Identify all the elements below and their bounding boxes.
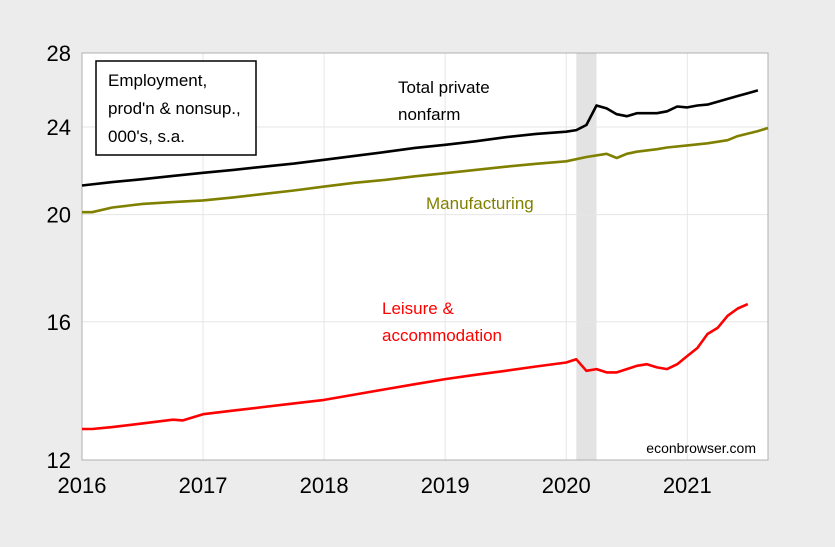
plot-frame bbox=[81, 52, 769, 461]
x-tick-label: 2018 bbox=[300, 473, 349, 498]
y-tick-label: 28 bbox=[47, 41, 71, 66]
legend-line-1: Employment, bbox=[108, 71, 207, 90]
x-tick-label: 2019 bbox=[421, 473, 470, 498]
series-line-manufacturing bbox=[82, 126, 769, 214]
y-tick-label: 16 bbox=[47, 310, 71, 335]
x-tick-label: 2017 bbox=[179, 473, 228, 498]
series-label-manufacturing: Manufacturing bbox=[426, 194, 534, 213]
series-label-leisure-line-2: accommodation bbox=[382, 326, 502, 345]
y-tick-label: 12 bbox=[47, 448, 71, 473]
y-tick-label: 20 bbox=[47, 203, 71, 228]
y-tick-label: 24 bbox=[47, 115, 71, 140]
legend-line-2: prod'n & nonsup., bbox=[108, 99, 241, 118]
series-label-leisure-line-1: Leisure & bbox=[382, 299, 454, 318]
recession-shading bbox=[576, 53, 597, 460]
x-tick-label: 2021 bbox=[663, 473, 712, 498]
series-line-total-private-nonfarm bbox=[81, 89, 759, 187]
x-tick-label: 2016 bbox=[58, 473, 107, 498]
legend-line-3: 000's, s.a. bbox=[108, 127, 185, 146]
series-label-total-line-1: Total private bbox=[398, 78, 490, 97]
x-tick-label: 2020 bbox=[542, 473, 591, 498]
legend-box bbox=[95, 60, 257, 156]
watermark: econbrowser.com bbox=[646, 440, 756, 456]
series-line-leisure-accommodation bbox=[82, 302, 749, 431]
series-label-total-line-2: nonfarm bbox=[398, 105, 460, 124]
